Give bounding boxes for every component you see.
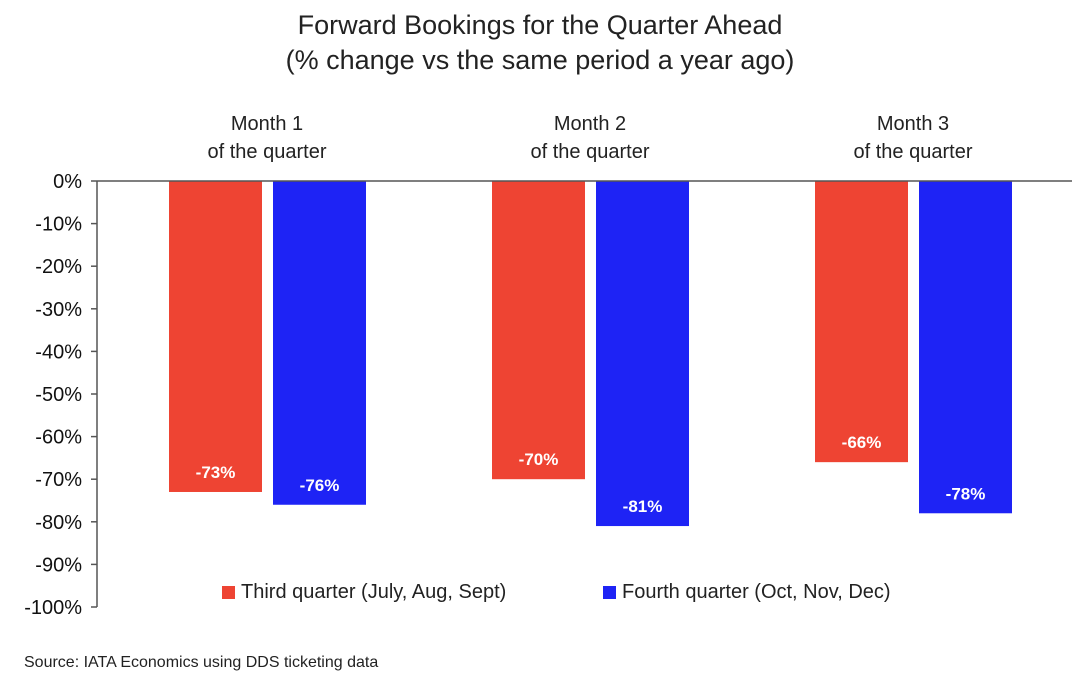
category-name: Month 3 [876,113,950,135]
legend-swatch-fourth-quarter [603,586,616,599]
y-tick-label: -90% [35,554,82,576]
data-label: -70% [519,450,559,469]
y-tick-label: -20% [35,256,82,278]
y-tick-label: -50% [35,384,82,406]
y-tick-label: -80% [35,512,82,534]
category-label-month-1: Month 1 of the quarter [167,110,367,166]
bar-third-quarter-month-3 [815,181,908,463]
source-note: Source: IATA Economics using DDS ticketi… [24,654,379,671]
bar-fourth-quarter-month-2 [596,181,689,527]
bar-third-quarter-month-2 [492,181,585,480]
y-tick-label: -40% [35,341,82,363]
legend-swatch-third-quarter [222,586,235,599]
y-tick-label: -60% [35,427,82,449]
data-label: -73% [196,463,236,482]
legend-label: Third quarter (July, Aug, Sept) [241,581,507,603]
category-label-month-2: Month 2 of the quarter [490,110,690,166]
category-label-month-3: Month 3 of the quarter [813,110,1013,166]
y-tick-label: 0% [53,171,82,193]
legend-item-third-quarter: Third quarter (July, Aug, Sept) [222,581,506,604]
category-sublabel: of the quarter [207,141,327,163]
y-tick-label: -30% [35,299,82,321]
chart-title: Forward Bookings for the Quarter Ahead [297,10,783,40]
category-name: Month 1 [230,113,304,135]
bar-fourth-quarter-month-1 [273,181,366,505]
category-sublabel: of the quarter [853,141,973,163]
data-label: -78% [946,484,986,503]
legend-item-fourth-quarter: Fourth quarter (Oct, Nov, Dec) [603,581,891,604]
chart-subtitle: (% change vs the same period a year ago) [285,45,795,75]
y-tick-label: -100% [24,597,82,619]
y-tick-label: -70% [35,469,82,491]
legend-label: Fourth quarter (Oct, Nov, Dec) [622,581,891,603]
y-tick-label: -10% [35,214,82,236]
data-label: -81% [623,497,663,516]
bar-fourth-quarter-month-3 [919,181,1012,514]
bar-third-quarter-month-1 [169,181,262,492]
data-label: -66% [842,433,882,452]
category-sublabel: of the quarter [530,141,650,163]
category-name: Month 2 [553,113,627,135]
data-label: -76% [300,476,340,495]
